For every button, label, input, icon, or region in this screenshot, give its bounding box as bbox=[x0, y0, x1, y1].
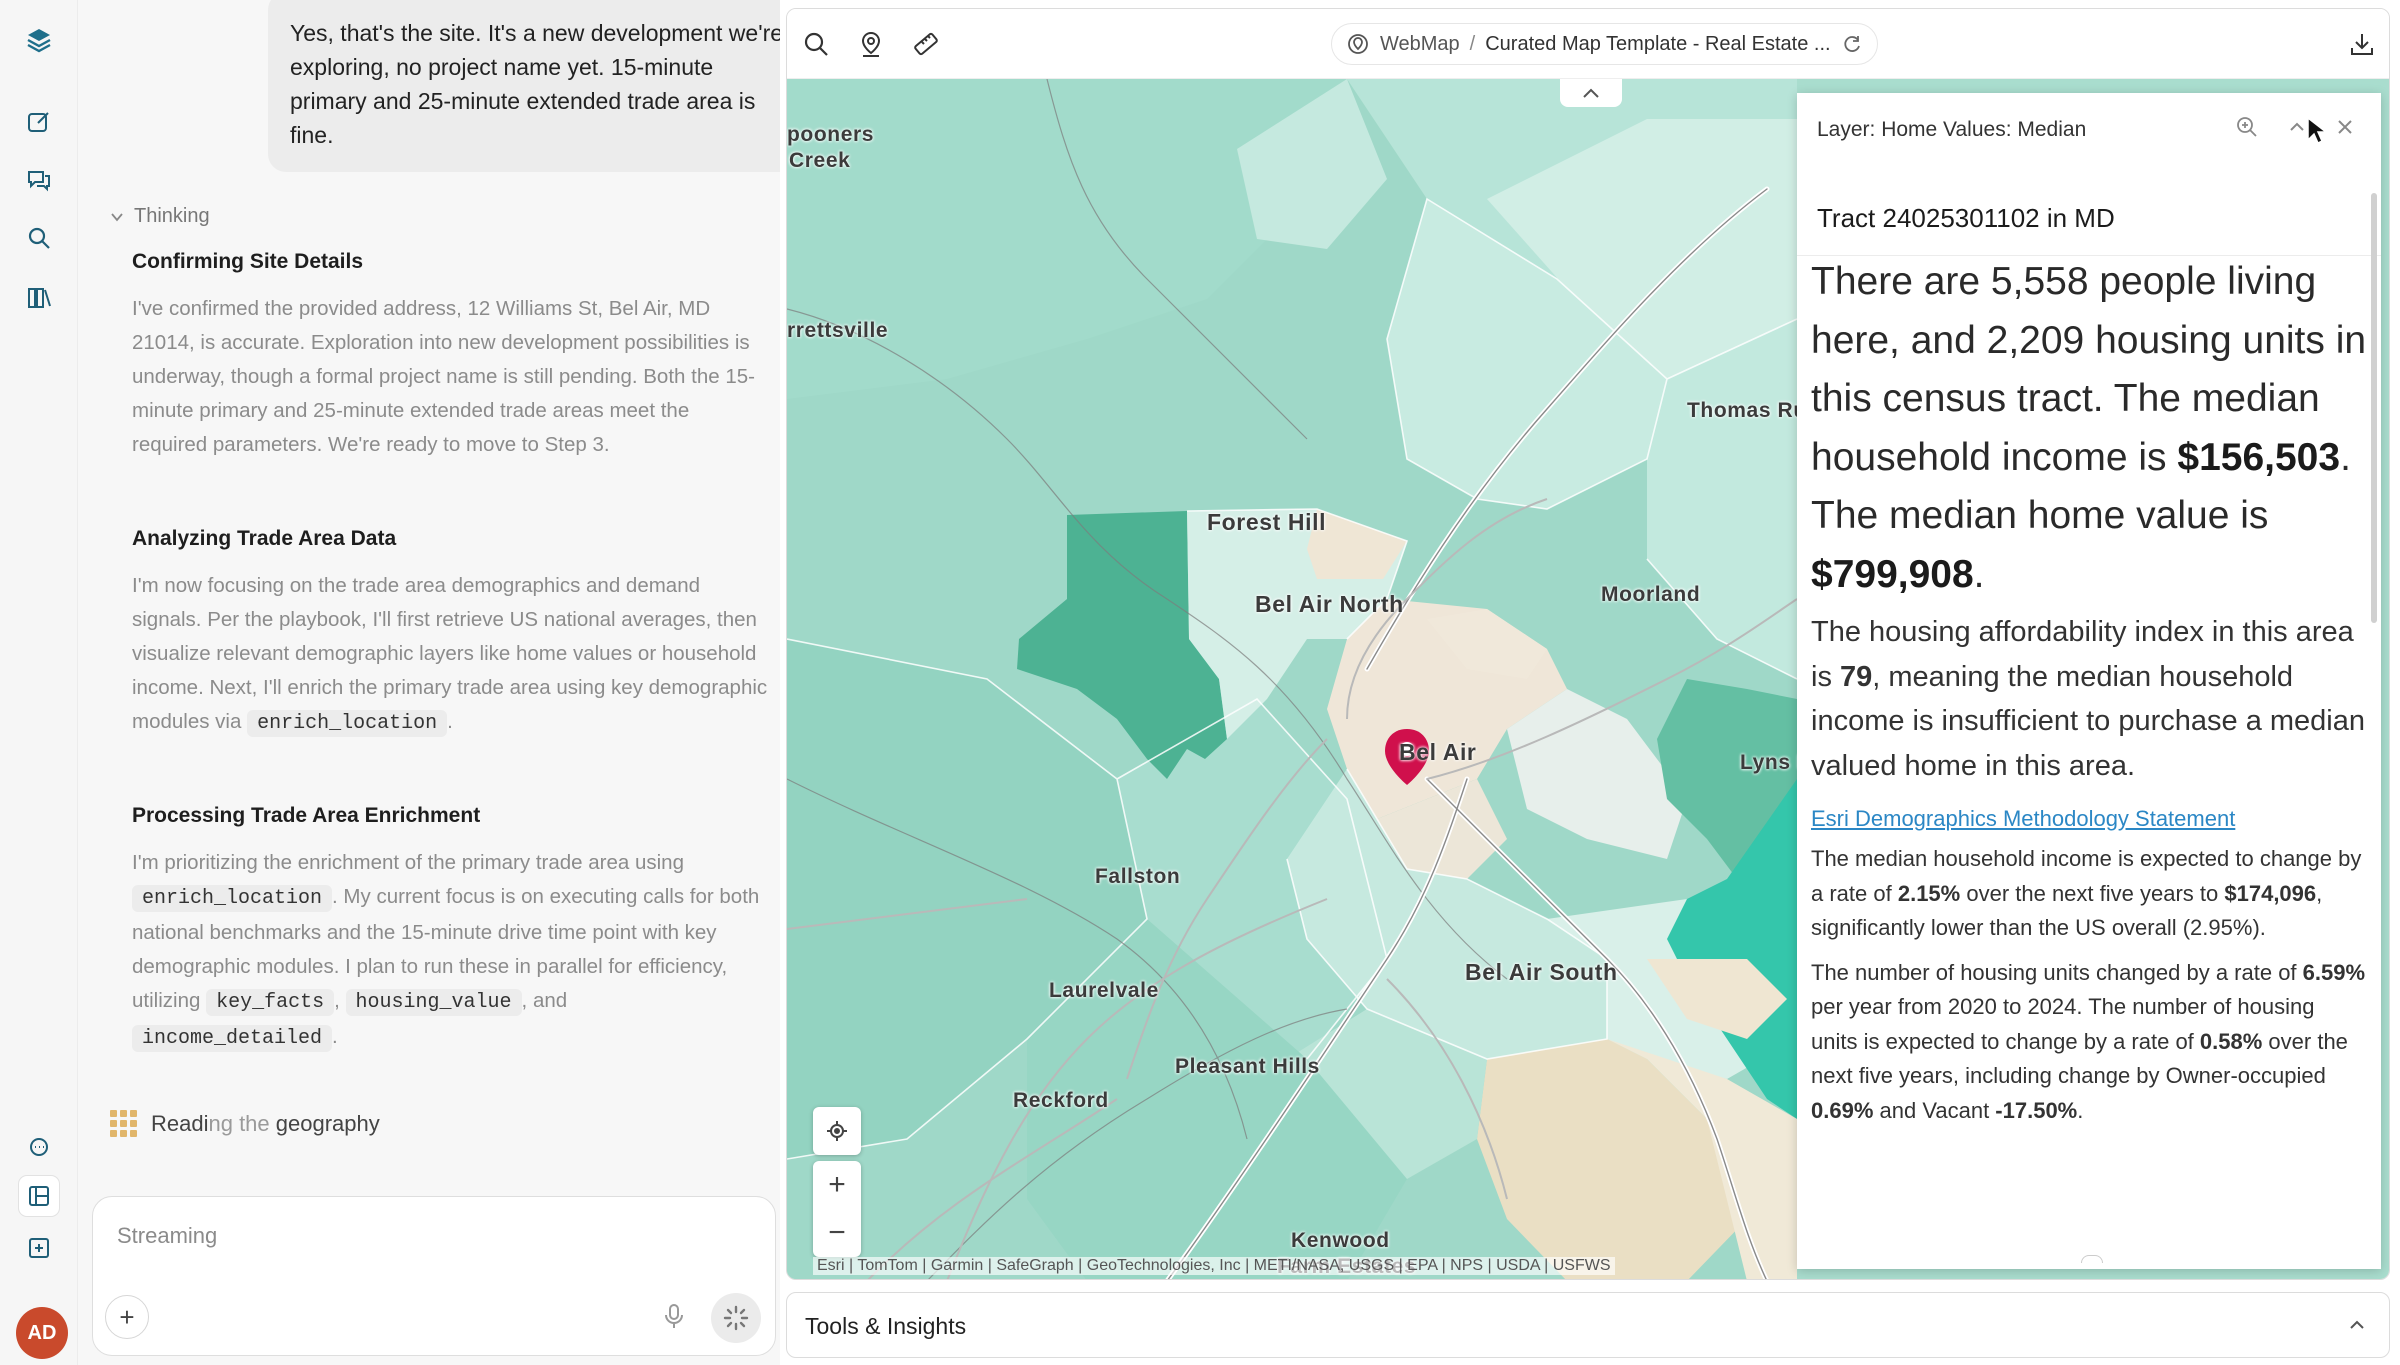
loading-grid-icon bbox=[110, 1110, 137, 1137]
popup-tract-title: Tract 24025301102 in MD bbox=[1817, 203, 2115, 233]
thought-text: I'm prioritizing the enrichment of the p… bbox=[132, 851, 760, 1052]
chats-icon[interactable] bbox=[19, 160, 59, 200]
thought-block: Processing Trade Area Enrichment I'm pri… bbox=[132, 804, 768, 1056]
thought-title: Analyzing Trade Area Data bbox=[132, 527, 397, 550]
map-label: pooners bbox=[787, 123, 875, 146]
mouse-cursor-icon bbox=[2307, 116, 2328, 145]
search-icon[interactable] bbox=[19, 218, 59, 258]
thought-text: I've confirmed the provided address, 12 … bbox=[132, 297, 755, 456]
breadcrumb: WebMap / Curated Map Template - Real Est… bbox=[1331, 23, 1878, 65]
add-attachment-button[interactable]: + bbox=[105, 1295, 149, 1339]
map-label: Kenwood bbox=[1291, 1229, 1390, 1252]
zoom-out-button[interactable]: − bbox=[828, 1216, 846, 1249]
location-pin-icon bbox=[1385, 729, 1429, 785]
microphone-icon[interactable] bbox=[663, 1303, 685, 1336]
thought-title: Confirming Site Details bbox=[132, 250, 364, 273]
map-label: Bel Air North bbox=[1255, 591, 1404, 617]
chat-composer[interactable]: Streaming + bbox=[92, 1196, 776, 1356]
status-text: Reading the geography bbox=[151, 1110, 380, 1136]
map-label: Fallston bbox=[1095, 865, 1181, 888]
map-panel: pooners Creek rrettsville Forest Hill Be… bbox=[786, 8, 2390, 1280]
close-icon[interactable] bbox=[2335, 117, 2355, 137]
chat-panel: Yes, that's the site. It's a new develop… bbox=[78, 0, 780, 1365]
map-label: Bel Air bbox=[1399, 739, 1477, 765]
zoom-to-icon[interactable] bbox=[2235, 115, 2259, 139]
choropleth-map bbox=[787, 78, 2389, 1279]
map-label: Forest Hill bbox=[1207, 509, 1327, 535]
comment-icon[interactable] bbox=[19, 1128, 59, 1168]
map-canvas[interactable]: pooners Creek rrettsville Forest Hill Be… bbox=[787, 78, 2389, 1279]
webmap-icon bbox=[1348, 34, 1368, 54]
breadcrumb-separator: / bbox=[1469, 32, 1476, 55]
new-chat-icon[interactable] bbox=[19, 102, 59, 142]
download-icon[interactable] bbox=[2347, 29, 2377, 59]
map-label: Thomas Ru bbox=[1687, 399, 1807, 422]
library-icon[interactable] bbox=[19, 278, 59, 318]
popup-layer-title: Layer: Home Values: Median bbox=[1817, 118, 2087, 141]
map-label: Moorland bbox=[1601, 583, 1701, 606]
popup-affordability: The housing affordability index in this … bbox=[1811, 616, 2365, 782]
map-attribution[interactable]: Esri | TomTom | Garmin | SafeGraph | Geo… bbox=[813, 1257, 1615, 1275]
locate-control[interactable] bbox=[813, 1107, 861, 1155]
popup-scrollbar[interactable] bbox=[2371, 193, 2377, 623]
status-indicator: Reading the geography bbox=[110, 1110, 380, 1137]
thinking-toggle[interactable]: Thinking bbox=[110, 205, 210, 228]
code-chip: key_facts bbox=[206, 989, 335, 1016]
popup-header: Layer: Home Values: Median bbox=[1797, 93, 2381, 167]
code-chip: income_detailed bbox=[132, 1025, 333, 1052]
tools-insights-bar[interactable]: Tools & Insights bbox=[786, 1292, 2390, 1358]
collapse-toolbar-button[interactable] bbox=[1560, 79, 1622, 107]
zoom-in-button[interactable]: + bbox=[828, 1168, 846, 1201]
refresh-icon[interactable] bbox=[1841, 33, 1863, 55]
map-label: Pleasant Hills bbox=[1175, 1055, 1320, 1078]
code-chip: enrich_location bbox=[132, 885, 333, 912]
icon-rail: AD bbox=[0, 0, 78, 1365]
map-label: rrettsville bbox=[787, 319, 889, 342]
locate-icon[interactable] bbox=[813, 1107, 861, 1155]
map-toolbar: WebMap / Curated Map Template - Real Est… bbox=[787, 9, 2389, 79]
thought-title: Processing Trade Area Enrichment bbox=[132, 804, 481, 827]
map-label: Creek bbox=[789, 149, 851, 172]
popup-income-forecast: The median household income is expected … bbox=[1811, 846, 2362, 940]
search-icon[interactable] bbox=[801, 29, 831, 59]
avatar[interactable]: AD bbox=[16, 1307, 68, 1359]
streaming-spinner-icon[interactable] bbox=[711, 1293, 761, 1343]
popup-resize-handle[interactable] bbox=[2081, 1255, 2103, 1263]
user-message: Yes, that's the site. It's a new develop… bbox=[268, 0, 780, 172]
map-label: Bel Air South bbox=[1465, 959, 1618, 985]
thought-block: Analyzing Trade Area Data I'm now focusi… bbox=[132, 527, 768, 741]
app-logo-icon[interactable] bbox=[19, 20, 59, 60]
chevron-up-icon bbox=[1583, 88, 1599, 98]
tools-label: Tools & Insights bbox=[805, 1313, 967, 1339]
breadcrumb-title: Curated Map Template - Real Estate ... bbox=[1485, 32, 1831, 55]
collapse-popup-icon[interactable] bbox=[2287, 117, 2307, 137]
code-chip: housing_value bbox=[345, 989, 522, 1016]
location-marker-icon[interactable] bbox=[856, 29, 886, 59]
popup-content: There are 5,558 people living here, and … bbox=[1811, 253, 2367, 1128]
thought-block: Confirming Site Details I've confirmed t… bbox=[132, 250, 768, 462]
canvas-panel-icon[interactable] bbox=[19, 1176, 59, 1216]
popup-summary: There are 5,558 people living here, and … bbox=[1811, 260, 2367, 596]
measure-ruler-icon[interactable] bbox=[911, 29, 941, 59]
zoom-control: + − bbox=[813, 1161, 861, 1257]
chevron-up-icon[interactable] bbox=[2347, 1315, 2367, 1335]
breadcrumb-root[interactable]: WebMap bbox=[1380, 32, 1460, 55]
methodology-link[interactable]: Esri Demographics Methodology Statement bbox=[1811, 806, 2236, 831]
composer-input[interactable]: Streaming bbox=[117, 1223, 218, 1248]
feature-popup: Layer: Home Values: Median Tract 2402530… bbox=[1797, 93, 2381, 1269]
add-panel-icon[interactable] bbox=[19, 1228, 59, 1268]
map-label: Laurelvale bbox=[1049, 979, 1159, 1002]
chevron-down-icon bbox=[111, 212, 123, 221]
popup-divider bbox=[1797, 255, 2381, 256]
thought-text: I'm now focusing on the trade area demog… bbox=[132, 574, 768, 737]
thinking-label: Thinking bbox=[134, 205, 210, 227]
popup-housing-forecast: The number of housing units changed by a… bbox=[1811, 959, 2366, 1123]
code-chip: enrich_location bbox=[247, 710, 448, 737]
map-label: Reckford bbox=[1013, 1089, 1109, 1112]
